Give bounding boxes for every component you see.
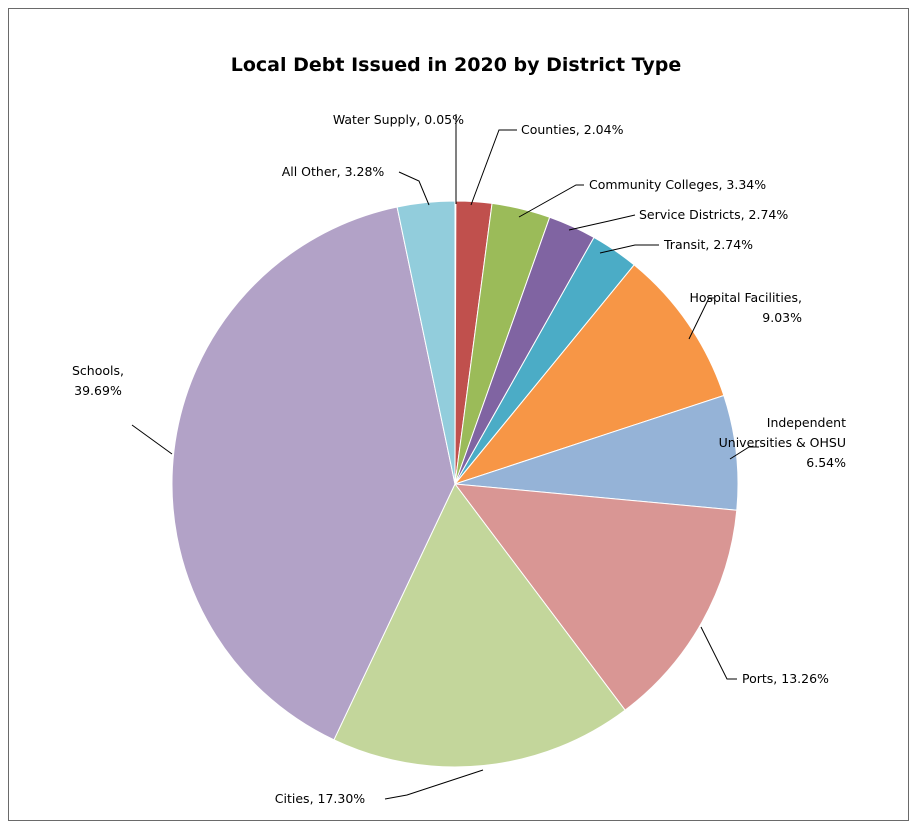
slice-label-line: Service Districts, 2.74% [639, 207, 788, 222]
slice-label-line: 39.69% [74, 383, 122, 398]
slice-label-line: 9.03% [762, 310, 802, 325]
slice-label-line: 6.54% [806, 455, 846, 470]
chart-title: Local Debt Issued in 2020 by District Ty… [231, 54, 682, 76]
slice-labels: Water Supply, 0.05% Counties, 2.04% Commun… [72, 112, 846, 806]
slice-label: Cities, 17.30% [275, 791, 366, 806]
slice-label: Hospital Facilities, 9.03% [689, 290, 802, 325]
pie-slice [171, 206, 456, 741]
slice-label: Ports, 13.26% [742, 671, 829, 686]
leader-lines [131, 114, 759, 800]
leader-line [599, 244, 659, 254]
leader-line [470, 129, 517, 206]
pie-slice [333, 483, 626, 768]
slice-label-line: Universities & OHSU [719, 435, 846, 450]
pie-chart: Local Debt Issued in 2020 by District Ty… [72, 54, 846, 806]
slice-label-line: Community Colleges, 3.34% [589, 177, 766, 192]
pie-slice [396, 200, 456, 485]
slice-label: Transit, 2.74% [663, 237, 753, 252]
slice-label-line: All Other, 3.28% [282, 164, 385, 179]
slice-label-line: Cities, 17.30% [275, 791, 366, 806]
pie-slice [453, 483, 738, 711]
leader-line [384, 769, 484, 800]
slice-label-line: Ports, 13.26% [742, 671, 829, 686]
slice-label-line: Transit, 2.74% [663, 237, 753, 252]
slice-label-line: Counties, 2.04% [521, 122, 624, 137]
pie-slice [453, 264, 725, 486]
leader-line [131, 424, 173, 455]
leader-line [398, 171, 430, 206]
slice-label-line: Water Supply, 0.05% [333, 112, 464, 127]
slice-label: Water Supply, 0.05% [333, 112, 464, 127]
chart-frame: Local Debt Issued in 2020 by District Ty… [8, 8, 909, 821]
slice-label: Schools, 39.69% [72, 363, 124, 398]
leader-line [700, 626, 737, 680]
leader-line [688, 297, 714, 340]
slice-label: Community Colleges, 3.34% [589, 177, 766, 192]
slice-label: All Other, 3.28% [282, 164, 385, 179]
slice-label: Counties, 2.04% [521, 122, 624, 137]
leader-line [518, 184, 584, 218]
slice-label-line: Schools, [72, 363, 124, 378]
pie-slices [171, 200, 739, 768]
slice-label: Independent Universities & OHSU 6.54% [719, 415, 846, 470]
slice-label-line: Hospital Facilities, [689, 290, 802, 305]
pie-slice [454, 394, 739, 511]
slice-label-line: Independent [767, 415, 846, 430]
leader-line [729, 446, 759, 460]
leader-line [568, 214, 636, 231]
slice-label: Service Districts, 2.74% [639, 207, 788, 222]
